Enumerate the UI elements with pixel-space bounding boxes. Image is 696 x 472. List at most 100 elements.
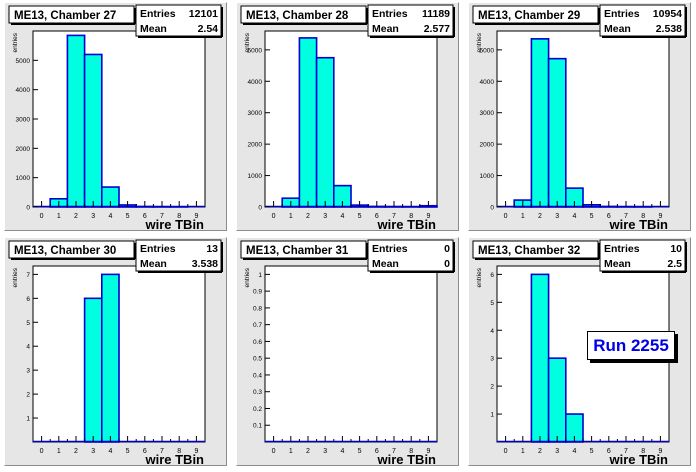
histogram-chamber-31: 0 1 2 3 4 5 6 7 8 9 0.1 0.2 0.3 0.4 0.5 0.6 0.7 0.8 0.9 1 wi… (240, 239, 455, 465)
x-tick-label: 3 (91, 448, 95, 455)
x-tick-label: 5 (126, 213, 130, 220)
histogram-chamber-28: 0 1 2 3 4 5 6 7 8 9 0 1000 2000 3000 4000 5000 wire TBin… (240, 4, 455, 230)
y-axis-label: entries (12, 32, 19, 52)
stats-entries-value: 0 (444, 243, 450, 255)
stats-entries-value: 13 (206, 243, 218, 255)
y-axis-label: entries (12, 267, 19, 287)
histogram-bar (530, 38, 550, 208)
pad-chamber-29: 0 1 2 3 4 5 6 7 8 9 0 1000 2000 3000 4000 5000 wire TBin… (468, 2, 691, 231)
x-tick-label: 6 (375, 213, 379, 220)
y-tick-label: 0 (258, 205, 262, 212)
histogram-bar (298, 37, 318, 208)
stats-entries-label: Entries (140, 8, 176, 20)
x-tick-label: 9 (658, 448, 662, 455)
y-axis-label: entries (244, 32, 251, 52)
y-tick-label: 1 (490, 412, 494, 419)
y-tick-label: 3 (26, 368, 30, 375)
stats-mean-label: Mean (372, 23, 399, 35)
x-tick-label: 5 (358, 213, 362, 220)
histogram-title: ME13, Chamber 28 (246, 10, 349, 22)
x-tick-label: 7 (392, 448, 396, 455)
stats-mean-label: Mean (372, 258, 399, 270)
histogram-title: ME13, Chamber 31 (246, 245, 349, 257)
stats-mean-value: 2.5 (667, 258, 682, 270)
x-axis-label: wire TBin (608, 452, 668, 465)
x-tick-label: 5 (358, 448, 362, 455)
y-tick-label: 1 (26, 416, 30, 423)
y-tick-label: 0.3 (253, 389, 262, 396)
y-tick-label: 4000 (16, 87, 31, 94)
stats-mean-label: Mean (604, 258, 631, 270)
x-tick-label: 0 (272, 448, 276, 455)
stats-box (367, 4, 454, 37)
stats-mean-value: 0 (444, 258, 450, 270)
y-tick-label: 6 (490, 272, 494, 279)
histogram-bar (547, 57, 567, 208)
y-tick-label: 0.1 (253, 423, 262, 430)
plot-frame (496, 30, 670, 208)
x-tick-label: 2 (74, 213, 78, 220)
stats-mean-value: 2.538 (656, 23, 682, 35)
x-tick-label: 4 (108, 448, 112, 455)
x-tick-label: 7 (160, 448, 164, 455)
plot-frame (264, 30, 438, 208)
stats-entries-label: Entries (604, 8, 640, 20)
histogram-bar (530, 273, 550, 443)
y-tick-label: 0.2 (253, 406, 262, 413)
stats-mean-value: 2.54 (198, 23, 219, 35)
x-tick-label: 3 (555, 213, 559, 220)
run-label: Run 2255 (587, 331, 675, 360)
x-tick-label: 6 (375, 448, 379, 455)
plot-frame (32, 30, 206, 208)
y-tick-label: 5 (490, 300, 494, 307)
x-tick-label: 5 (126, 448, 130, 455)
y-tick-label: 1 (258, 272, 262, 279)
stats-entries-label: Entries (372, 243, 408, 255)
y-axis-label: entries (476, 267, 483, 287)
x-tick-label: 1 (57, 213, 61, 220)
y-tick-label: 2000 (16, 146, 31, 153)
y-tick-label: 4 (26, 344, 30, 351)
x-tick-label: 8 (409, 213, 413, 220)
histogram-title: ME13, Chamber 29 (478, 10, 580, 22)
x-tick-label: 1 (57, 448, 61, 455)
x-tick-label: 4 (572, 213, 576, 220)
x-tick-label: 3 (323, 448, 327, 455)
x-tick-label: 3 (555, 448, 559, 455)
y-tick-label: 1000 (16, 175, 31, 182)
x-tick-label: 2 (306, 213, 310, 220)
y-tick-label: 2000 (248, 142, 263, 149)
x-tick-label: 2 (538, 448, 542, 455)
x-tick-label: 9 (658, 213, 662, 220)
x-axis-label: wire TBin (608, 217, 668, 230)
y-tick-label: 0.9 (253, 289, 262, 296)
y-tick-label: 6 (26, 296, 30, 303)
stats-entries-label: Entries (372, 8, 408, 20)
x-tick-label: 1 (521, 448, 525, 455)
x-tick-label: 1 (521, 213, 525, 220)
stats-mean-label: Mean (604, 23, 631, 35)
stats-entries-value: 12101 (189, 8, 218, 20)
y-tick-label: 0.6 (253, 339, 262, 346)
stats-entries-label: Entries (140, 243, 176, 255)
stats-entries-label: Entries (604, 243, 640, 255)
y-tick-label: 4 (490, 328, 494, 335)
histogram-bar (547, 357, 567, 443)
x-tick-label: 6 (607, 448, 611, 455)
histogram-bar (315, 56, 335, 208)
y-tick-label: 2 (490, 384, 494, 391)
stats-box (599, 239, 686, 272)
stats-mean-label: Mean (140, 23, 167, 35)
stats-entries-value: 10954 (653, 8, 682, 20)
stats-entries-value: 11189 (422, 8, 450, 20)
x-tick-label: 0 (504, 213, 508, 220)
y-tick-label: 5000 (16, 58, 31, 65)
histogram-bar (83, 53, 103, 208)
x-tick-label: 3 (323, 213, 327, 220)
x-tick-label: 1 (289, 448, 293, 455)
x-tick-label: 9 (426, 448, 430, 455)
y-tick-label: 0.8 (253, 305, 262, 312)
y-tick-label: 2000 (480, 142, 495, 149)
x-tick-label: 2 (538, 213, 542, 220)
